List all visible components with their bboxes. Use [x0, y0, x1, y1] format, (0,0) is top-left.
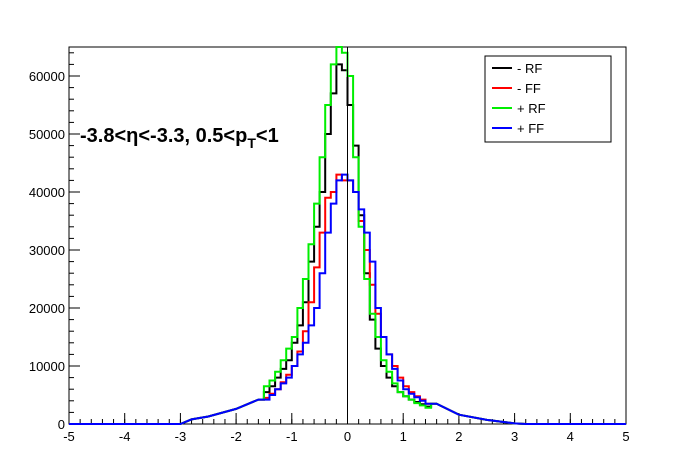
legend-box [484, 55, 612, 143]
x-tick-label: -5 [63, 429, 75, 444]
annotation-prefix: -3.8<η<-3.3, 0.5<p [80, 125, 247, 147]
x-tick-label: 5 [622, 429, 629, 444]
x-tick-label: -2 [230, 429, 242, 444]
y-tick-label: 40000 [29, 185, 65, 200]
annotation-subscript: T [247, 135, 256, 151]
legend-label: + RF [517, 101, 546, 116]
y-tick-label: 10000 [29, 359, 65, 374]
axes: -5 -4 -3 -2 -1 0 1 2 3 4 5 0 10000 20000 30000 40000 500… [29, 52, 630, 444]
legend-label: + FF [517, 121, 544, 136]
x-tick-label: 1 [400, 429, 407, 444]
x-tick-label: -1 [286, 429, 298, 444]
legend-label: - FF [517, 81, 541, 96]
legend-label: - RF [517, 61, 542, 76]
x-tick-label: 2 [455, 429, 462, 444]
y-tick-label: 60000 [29, 69, 65, 84]
x-tick-label: 0 [344, 429, 351, 444]
y-tick-label: 30000 [29, 243, 65, 258]
x-tick-label: 3 [511, 429, 518, 444]
annotation-suffix: <1 [256, 125, 279, 147]
x-tick-label: -4 [119, 429, 131, 444]
x-tick-label: 4 [567, 429, 574, 444]
legend: - RF - FF + RF + FF [484, 55, 612, 143]
y-tick-label: 50000 [29, 127, 65, 142]
y-tick-label: 20000 [29, 301, 65, 316]
kinematic-annotation: -3.8<η<-3.3, 0.5<pT<1 [80, 125, 279, 151]
y-tick-label: 0 [58, 417, 65, 432]
x-tick-label: -3 [175, 429, 187, 444]
